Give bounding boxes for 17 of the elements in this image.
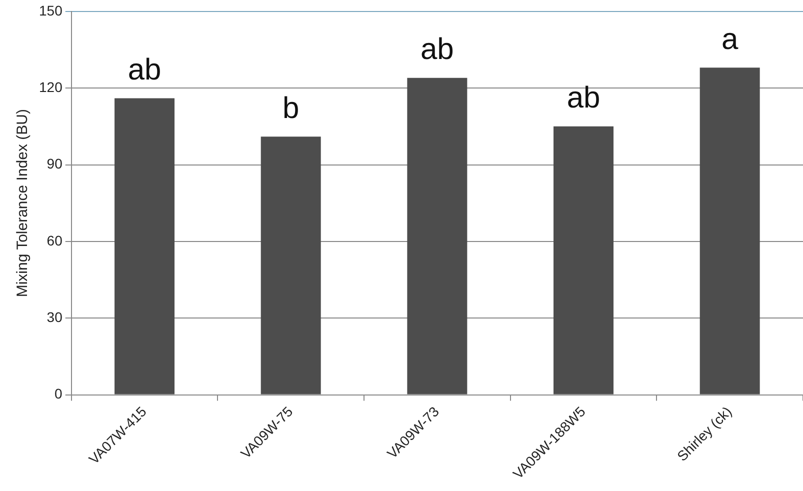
y-tick-label: 30 (46, 308, 63, 325)
bar (114, 98, 175, 394)
annotation: ab (128, 54, 162, 87)
annotation: a (721, 22, 738, 56)
y-tick-label: 60 (46, 232, 63, 248)
y-axis-title: Mixing Tolerance Index (BU) (14, 109, 32, 298)
annotation: b (282, 92, 300, 125)
bar (700, 68, 760, 394)
bar (260, 136, 321, 394)
annotation: ab (420, 33, 454, 66)
annotation: ab (566, 82, 600, 115)
y-tick-label: 150 (39, 2, 63, 18)
y-tick-label: 120 (39, 78, 63, 95)
y-tick-label: 0 (54, 386, 63, 402)
bar (407, 78, 468, 394)
y-tick-label: 90 (46, 156, 63, 172)
bar (554, 126, 614, 394)
